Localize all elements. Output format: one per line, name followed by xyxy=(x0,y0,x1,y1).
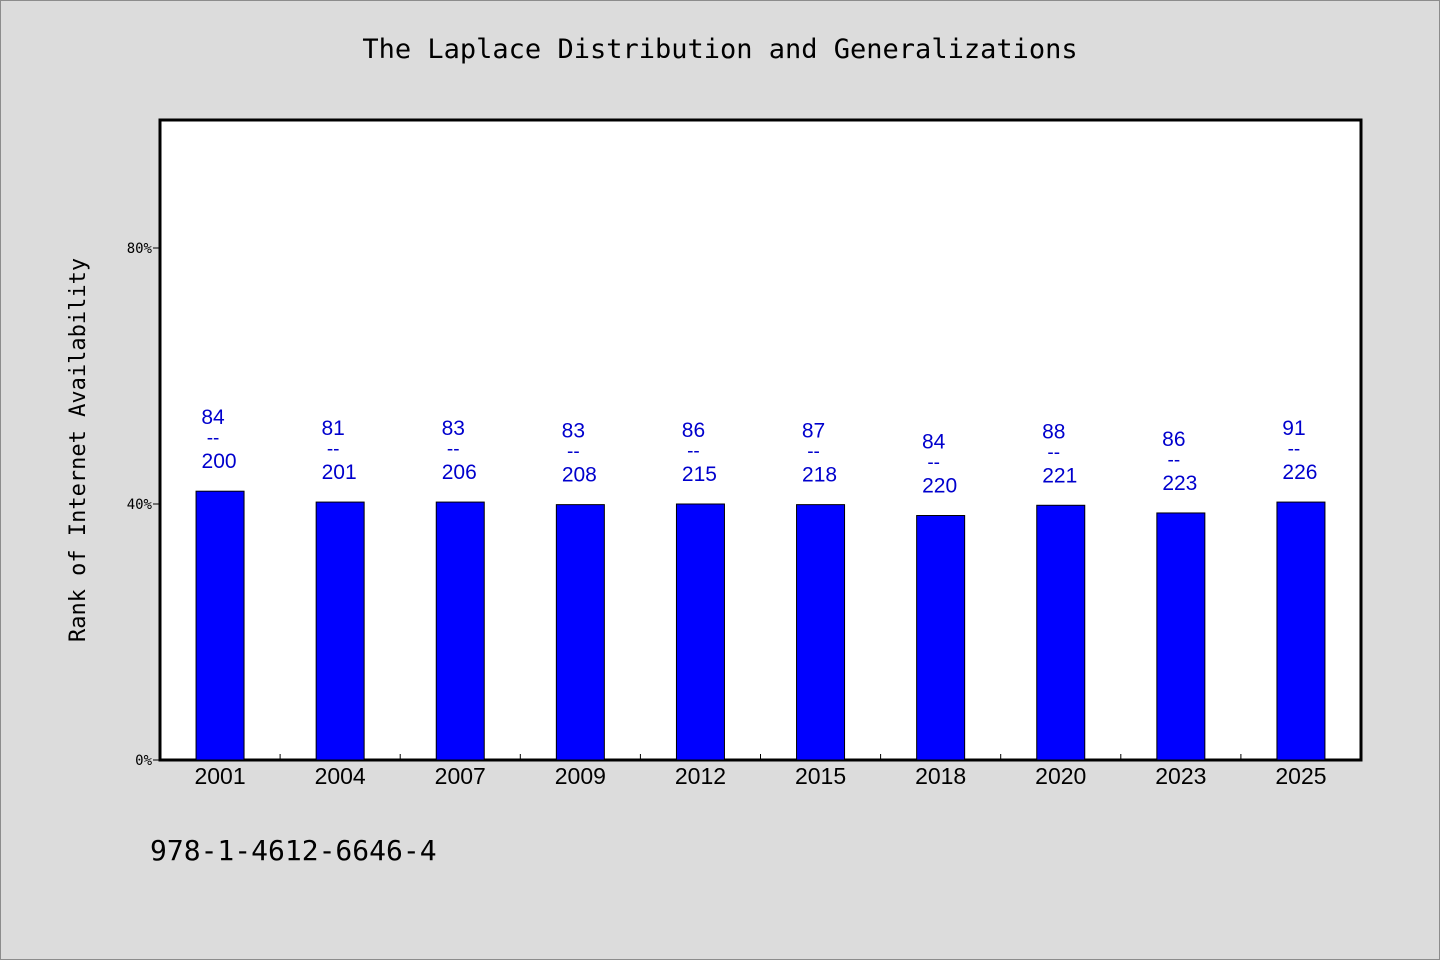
x-tick-label: 2007 xyxy=(435,763,486,789)
bar-2025 xyxy=(1276,501,1326,761)
data-label-denominator: 221 xyxy=(1042,464,1077,487)
data-label-separator: -- xyxy=(927,453,940,474)
data-label-numerator: 84 xyxy=(201,406,225,429)
x-tick-label: 2018 xyxy=(915,763,966,789)
chart-title: The Laplace Distribution and Generalizat… xyxy=(362,34,1078,65)
data-label-numerator: 83 xyxy=(562,420,585,443)
x-axis: 2001 2004 2007 2009 2012 2015 2018 2020 2023 2025 xyxy=(194,754,1327,789)
data-label-2007: 83--206 xyxy=(442,417,477,484)
data-label-denominator: 215 xyxy=(682,463,717,486)
data-label-numerator: 91 xyxy=(1282,417,1305,440)
bar-2018 xyxy=(916,515,966,761)
data-label-numerator: 83 xyxy=(442,417,465,440)
data-label-separator: -- xyxy=(327,439,340,460)
y-tick-label: 80% xyxy=(127,241,153,257)
data-label-numerator: 86 xyxy=(682,419,705,442)
x-tick-label: 2025 xyxy=(1275,763,1326,789)
data-label-2025: 91--226 xyxy=(1282,417,1317,484)
bar-2020 xyxy=(1036,504,1086,761)
data-label-2004: 81--201 xyxy=(321,417,356,484)
y-axis-label: Rank of Internet Availability xyxy=(66,258,91,642)
bar-2015 xyxy=(796,504,846,761)
x-tick-label: 2020 xyxy=(1035,763,1086,789)
bar-2007 xyxy=(435,501,485,761)
data-label-denominator: 226 xyxy=(1282,461,1317,484)
y-tick-label: 40% xyxy=(127,497,153,513)
data-label-2023: 86--223 xyxy=(1162,428,1197,495)
y-tick-label: 0% xyxy=(135,753,152,769)
x-tick-label: 2001 xyxy=(194,763,245,789)
bar-2004 xyxy=(315,501,365,761)
data-label-separator: -- xyxy=(1047,442,1060,463)
bar-2009 xyxy=(555,504,605,761)
data-label-2020: 88--221 xyxy=(1042,420,1077,487)
data-label-numerator: 87 xyxy=(802,420,825,443)
x-tick-label: 2023 xyxy=(1155,763,1206,789)
data-label-2009: 83--208 xyxy=(562,420,597,487)
data-label-denominator: 201 xyxy=(322,461,357,484)
data-label-denominator: 200 xyxy=(202,450,237,473)
data-label-denominator: 218 xyxy=(802,464,837,487)
data-label-numerator: 86 xyxy=(1162,428,1185,451)
bar-series xyxy=(195,490,1326,761)
data-label-denominator: 220 xyxy=(922,475,957,498)
data-label-separator: -- xyxy=(687,441,700,462)
data-label-numerator: 81 xyxy=(321,417,344,440)
data-label-2001: 84--200 xyxy=(201,406,236,473)
x-tick-label: 2004 xyxy=(315,763,366,789)
data-labels: 84--20081--20183--20683--20886--21587--2… xyxy=(201,406,1317,497)
data-label-2018: 84--220 xyxy=(922,431,957,498)
data-label-separator: -- xyxy=(807,442,820,463)
data-label-separator: -- xyxy=(1168,450,1181,471)
data-label-denominator: 206 xyxy=(442,461,477,484)
data-label-numerator: 88 xyxy=(1042,420,1065,443)
data-label-2015: 87--218 xyxy=(802,420,837,487)
bar-2012 xyxy=(675,503,725,761)
data-label-numerator: 84 xyxy=(922,431,946,454)
data-label-denominator: 223 xyxy=(1162,472,1197,495)
bar-2001 xyxy=(195,490,245,761)
data-label-denominator: 208 xyxy=(562,464,597,487)
data-label-separator: -- xyxy=(207,428,220,449)
x-tick-label: 2015 xyxy=(795,763,846,789)
y-axis: 0% 40% 80% xyxy=(127,241,160,769)
data-label-separator: -- xyxy=(447,439,460,460)
x-tick-label: 2009 xyxy=(555,763,606,789)
footer-code: 978-1-4612-6646-4 xyxy=(150,834,437,867)
data-label-separator: -- xyxy=(567,442,580,463)
data-label-separator: -- xyxy=(1288,439,1301,460)
x-tick-label: 2012 xyxy=(675,763,726,789)
bar-2023 xyxy=(1156,512,1206,761)
data-label-2012: 86--215 xyxy=(682,419,717,486)
